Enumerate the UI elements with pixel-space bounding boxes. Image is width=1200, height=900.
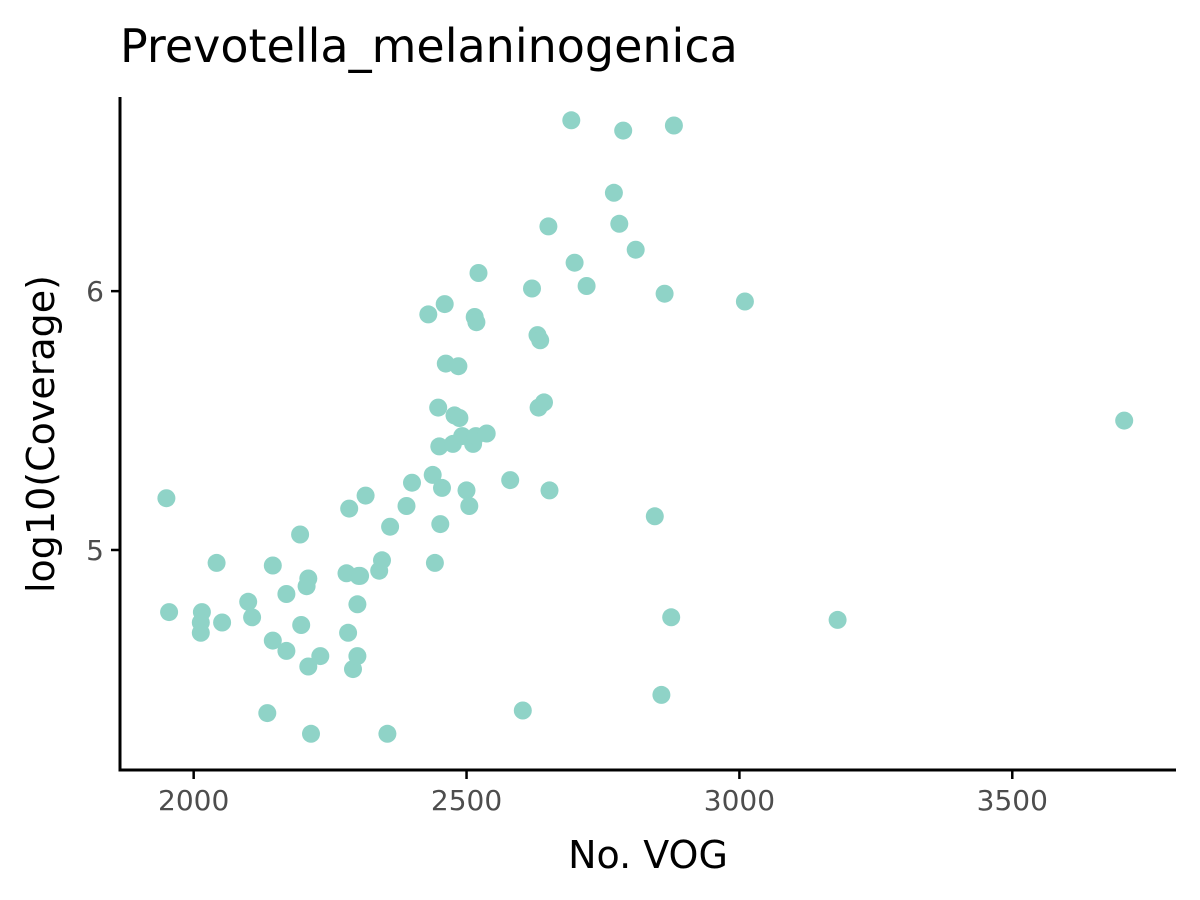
data-point	[351, 566, 370, 585]
data-point	[626, 240, 645, 259]
x-tick-label: 2500	[431, 784, 502, 817]
data-point	[425, 553, 444, 572]
data-points	[157, 111, 1134, 743]
data-point	[378, 724, 397, 743]
data-point	[258, 704, 277, 723]
data-point	[610, 214, 629, 233]
data-point	[645, 507, 664, 526]
x-axis-ticks: 2000 2500 3000 3500	[158, 770, 1048, 817]
data-point	[539, 217, 558, 236]
data-point	[562, 111, 581, 130]
data-point	[604, 183, 623, 202]
data-point	[477, 424, 496, 443]
data-point	[565, 253, 584, 272]
data-point	[239, 592, 258, 611]
data-point	[1115, 411, 1134, 430]
data-point	[577, 277, 596, 295]
data-point	[213, 613, 232, 632]
data-point	[433, 478, 451, 497]
data-point	[460, 497, 479, 515]
data-point	[243, 608, 262, 627]
data-point	[523, 279, 541, 298]
data-point	[655, 284, 674, 303]
data-point	[430, 437, 449, 456]
y-tick-label: 6	[86, 275, 104, 308]
x-tick-label: 3000	[704, 784, 775, 817]
data-point	[191, 623, 210, 642]
data-point	[292, 616, 311, 634]
data-point	[340, 499, 359, 518]
data-point	[157, 489, 176, 508]
data-point	[160, 603, 179, 622]
data-point	[299, 657, 318, 676]
data-point	[207, 553, 226, 572]
data-point	[348, 595, 367, 614]
data-point	[291, 525, 310, 544]
data-point	[356, 486, 375, 505]
data-point	[457, 481, 476, 500]
y-axis-ticks: 56	[86, 275, 120, 567]
data-point	[614, 121, 633, 140]
data-point	[339, 623, 358, 642]
data-point	[513, 701, 532, 720]
data-point	[450, 409, 469, 427]
data-point	[735, 292, 754, 311]
x-axis-title: No. VOG	[568, 833, 728, 877]
data-point	[429, 398, 448, 417]
data-point	[263, 631, 282, 650]
data-point	[531, 331, 550, 350]
data-point	[348, 647, 367, 666]
data-point	[419, 305, 438, 324]
data-point	[423, 465, 442, 484]
chart-title: Prevotella_melaninogenica	[120, 19, 738, 73]
data-point	[449, 357, 468, 376]
data-point	[299, 569, 318, 588]
data-point	[435, 295, 454, 314]
data-point	[263, 556, 282, 575]
data-point	[501, 471, 520, 490]
data-point	[373, 551, 391, 570]
data-point	[540, 481, 559, 500]
x-tick-label: 2000	[158, 784, 229, 817]
data-point	[302, 724, 320, 743]
y-tick-label: 5	[86, 534, 104, 567]
data-point	[277, 585, 296, 603]
data-point	[311, 647, 330, 666]
data-point	[535, 393, 553, 412]
data-point	[277, 641, 296, 660]
x-tick-label: 3500	[977, 784, 1048, 817]
data-point	[467, 313, 486, 332]
data-point	[828, 610, 847, 629]
data-point	[431, 515, 450, 534]
data-point	[381, 517, 400, 536]
data-point	[652, 685, 671, 704]
data-point	[662, 608, 681, 627]
y-axis-title: log10(Coverage)	[19, 275, 63, 593]
data-point	[403, 473, 421, 492]
data-point	[664, 116, 683, 135]
data-point	[397, 497, 416, 515]
data-point	[469, 264, 488, 282]
